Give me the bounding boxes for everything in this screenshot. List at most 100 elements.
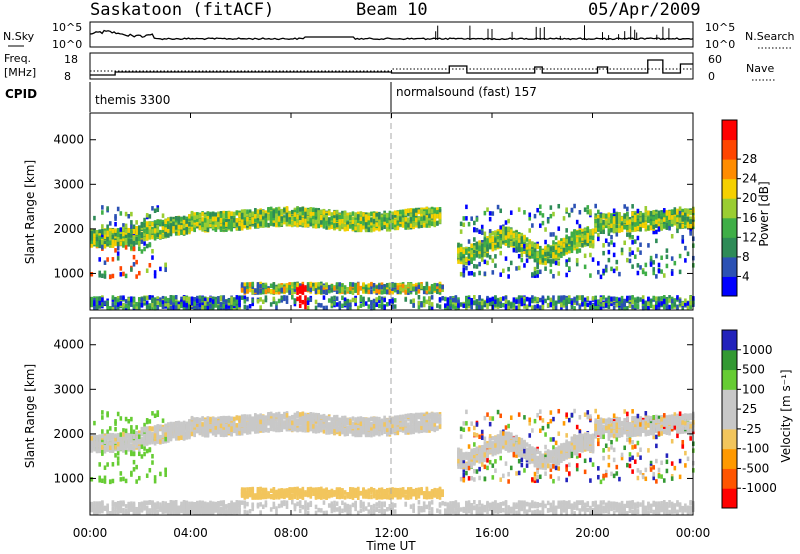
power-cell (140, 297, 144, 303)
power-cell (346, 224, 350, 229)
power-cell (583, 240, 587, 245)
power-cell (438, 283, 442, 289)
power-cell (383, 289, 386, 295)
power-cell (552, 295, 555, 300)
power-cell (251, 290, 255, 295)
power-cell (523, 263, 526, 268)
power-cell (248, 287, 252, 293)
power-cell (251, 281, 255, 287)
power-cell (306, 219, 310, 224)
station-title: Saskatoon (fitACF) (90, 0, 274, 20)
power-cell (259, 209, 262, 215)
power-cell (478, 242, 481, 248)
power-cell (180, 303, 183, 309)
power-cell (589, 235, 592, 241)
power-cell (380, 284, 384, 290)
power-cell (517, 233, 521, 239)
power-cell (343, 226, 347, 232)
power-cell (124, 223, 128, 229)
power-cell (111, 257, 115, 262)
power-cell (451, 297, 455, 303)
power-cell (541, 253, 545, 258)
power-cell (293, 284, 297, 290)
power-cell (523, 237, 526, 243)
power-cell (467, 221, 471, 227)
power-cell (211, 219, 215, 225)
power-cell (264, 284, 268, 290)
power-cell (370, 285, 373, 290)
power-cell (190, 301, 194, 306)
power-cell (122, 226, 125, 232)
power-cell (473, 263, 476, 269)
power-cell (219, 211, 223, 216)
power-cell (116, 296, 120, 301)
power-cell (607, 228, 611, 234)
power-cell (351, 290, 355, 295)
power-cell (343, 210, 347, 216)
power-cell (132, 298, 136, 303)
power-cell (412, 211, 415, 217)
power-cell (401, 212, 405, 218)
power-cell (393, 304, 397, 309)
power-cell (259, 214, 262, 220)
power-cell (570, 207, 574, 213)
power-cell (293, 212, 297, 217)
power-cell (135, 304, 138, 310)
power-cell (153, 208, 157, 214)
power-cell (414, 290, 418, 295)
power-cell (422, 215, 426, 220)
power-cell (599, 213, 603, 218)
power-cell (407, 208, 410, 214)
power-cell (264, 219, 268, 225)
power-cell (478, 305, 481, 310)
power-cell (546, 302, 550, 308)
power-cell (153, 220, 157, 225)
power-cell (214, 303, 218, 308)
power-cell (346, 298, 350, 304)
noise-left-tick-top: 10^5 (52, 21, 82, 34)
power-cell (620, 250, 624, 256)
power-cell (122, 241, 125, 246)
power-cell (528, 301, 532, 307)
power-cell (222, 210, 226, 216)
power-cell (525, 248, 529, 254)
power-cell (169, 219, 173, 225)
power-cell (304, 287, 307, 292)
power-cell (409, 286, 413, 291)
power-cell (130, 302, 133, 307)
power-cell (148, 225, 152, 231)
power-cell (491, 258, 495, 263)
power-cell (203, 301, 207, 306)
power-cell (583, 207, 587, 212)
power-cell (238, 221, 241, 227)
power-cell (225, 222, 228, 227)
power-cell (130, 211, 133, 217)
power-cell (602, 229, 605, 235)
power-cell (309, 211, 313, 217)
power-cell (602, 250, 605, 256)
power-cell (433, 282, 437, 288)
power-cell (525, 242, 529, 247)
power-cell (145, 233, 149, 239)
power-cell (169, 295, 173, 300)
power-cell (620, 247, 624, 253)
power-cell (267, 222, 270, 228)
power-cell (610, 234, 613, 240)
power-cell (161, 300, 165, 305)
power-cell (615, 259, 619, 265)
power-cell (180, 296, 183, 302)
power-cell (185, 230, 189, 235)
power-cell (486, 238, 489, 244)
power-cell (298, 215, 302, 221)
power-cell (359, 295, 363, 300)
power-cell (523, 235, 526, 240)
power-cell (475, 244, 479, 249)
power-cell (499, 296, 503, 302)
power-cell (145, 229, 149, 235)
power-cell (106, 206, 109, 211)
power-cell (409, 223, 413, 228)
power-cell (98, 239, 102, 245)
power-cell (206, 305, 210, 311)
power-cell (95, 234, 99, 239)
power-cell (151, 234, 154, 240)
